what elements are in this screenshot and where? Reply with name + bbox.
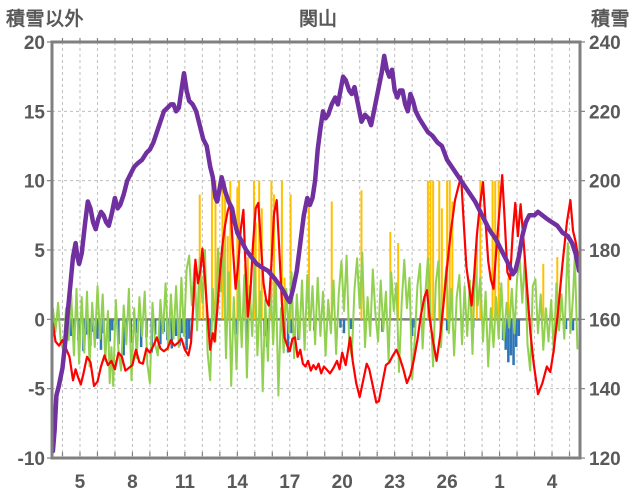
right-axis-tick-label: 180 <box>589 241 621 262</box>
green_line <box>52 240 579 397</box>
blue_bars-bar <box>509 319 513 356</box>
blue_bars-bar <box>72 319 76 331</box>
orange_bars-bar <box>258 180 261 320</box>
orange_bars-bar <box>446 180 449 320</box>
right-axis-tick-label: 240 <box>589 33 621 54</box>
blue_bars-bar <box>445 319 449 331</box>
right-axis-tick-label: 200 <box>589 172 621 193</box>
orange_bars-bar <box>214 180 217 320</box>
x-axis-tick-label: 17 <box>279 472 300 493</box>
orange_bars-bar <box>507 277 510 320</box>
orange_bars-bar <box>432 180 435 320</box>
chart-title: 関山 <box>298 9 337 30</box>
right-axis-title: 積雪 <box>590 9 630 30</box>
orange_bars-bar <box>210 180 213 320</box>
right-axis-tick-label: 160 <box>589 310 621 331</box>
orange_bars-bar <box>246 256 249 320</box>
snow_depth_line <box>52 53 580 454</box>
orange_bars-bar <box>330 201 333 320</box>
blue_bars-bar <box>286 319 290 353</box>
x-axis-tick-label: 8 <box>127 472 138 493</box>
orange_bars-bar <box>289 194 292 320</box>
orange_bars-bar <box>440 208 443 320</box>
blue_bars-bar <box>122 319 125 356</box>
blue_bars-bar <box>339 319 342 328</box>
x-axis-tick-label: 1 <box>494 472 505 493</box>
blue_bars-bar <box>507 319 510 363</box>
orange_bars-bar <box>451 201 454 320</box>
x-axis-tick-label: 5 <box>75 472 86 493</box>
orange_bars-bar <box>479 180 482 320</box>
x-axis-tick-label: 23 <box>384 472 405 493</box>
left-axis-tick-label: 5 <box>34 241 45 262</box>
orange_bars-bar <box>397 243 400 320</box>
left-axis-tick-label: 0 <box>34 310 45 331</box>
left-axis-tick-label: 15 <box>24 102 46 123</box>
orange_bars-bar <box>308 201 311 320</box>
blue_bars-bar <box>342 319 346 334</box>
x-axis-tick-label: 4 <box>547 472 558 493</box>
left-axis-tick-label: -5 <box>28 380 45 401</box>
red_line <box>52 174 580 404</box>
orange_bars-bar <box>229 180 232 320</box>
blue_bars-bar <box>410 319 414 336</box>
orange_bars-bar <box>273 194 276 320</box>
left-axis-title: 積雪以外 <box>6 9 85 30</box>
right-axis-tick-label: 140 <box>589 380 621 401</box>
blue_bars-bar <box>181 319 184 334</box>
x-axis-tick-label: 14 <box>227 472 249 493</box>
blue_bars-bar <box>187 319 191 339</box>
orange_bars-bar <box>429 180 432 320</box>
blue_bars-bar <box>159 319 162 345</box>
left-axis-tick-label: 10 <box>24 172 45 193</box>
blue_bars-bar <box>517 319 521 336</box>
blue_bars-bar <box>349 319 353 330</box>
orange_bars-bar <box>426 180 429 320</box>
x-axis-tick-label: 26 <box>437 472 458 493</box>
orange_bars-bar <box>283 277 286 320</box>
left-axis-tick-label: -10 <box>18 449 45 470</box>
orange_bars-bar <box>236 187 239 320</box>
x-axis-tick-label: 11 <box>175 472 196 493</box>
right-axis-tick-label: 220 <box>589 102 621 123</box>
blue_bars-bar <box>69 319 73 336</box>
blue_bars-bar <box>174 319 178 336</box>
orange_bars-bar <box>252 180 255 320</box>
right-axis-tick-label: 120 <box>589 449 621 470</box>
blue_bars-bar <box>504 319 507 350</box>
blue_bars-bar <box>290 319 293 334</box>
blue_bars-bar <box>185 319 188 350</box>
left-axis-tick-label: 20 <box>24 33 45 54</box>
blue_bars-bar <box>564 319 568 330</box>
x-axis-tick-label: 20 <box>332 472 353 493</box>
blue_bars-bar <box>571 319 575 331</box>
orange_bars-bar <box>280 180 283 320</box>
blue_bars-bar <box>96 319 99 339</box>
orange_bars-bar <box>494 180 497 320</box>
blue_bars-bar <box>111 319 114 331</box>
orange_bars-bar <box>198 194 201 320</box>
blue_bars-bar <box>108 319 111 342</box>
blue_bars-bar <box>512 319 515 366</box>
orange_bars-bar <box>491 180 494 320</box>
blue_bars-bar <box>153 319 157 335</box>
orange_bars-bar <box>224 180 227 320</box>
orange_bars-bar <box>542 263 545 320</box>
blue_bars-bar <box>514 319 518 348</box>
orange_bars-bar <box>497 180 500 320</box>
orange_bars-bar <box>438 180 441 320</box>
blue_bars-bar <box>170 319 174 349</box>
